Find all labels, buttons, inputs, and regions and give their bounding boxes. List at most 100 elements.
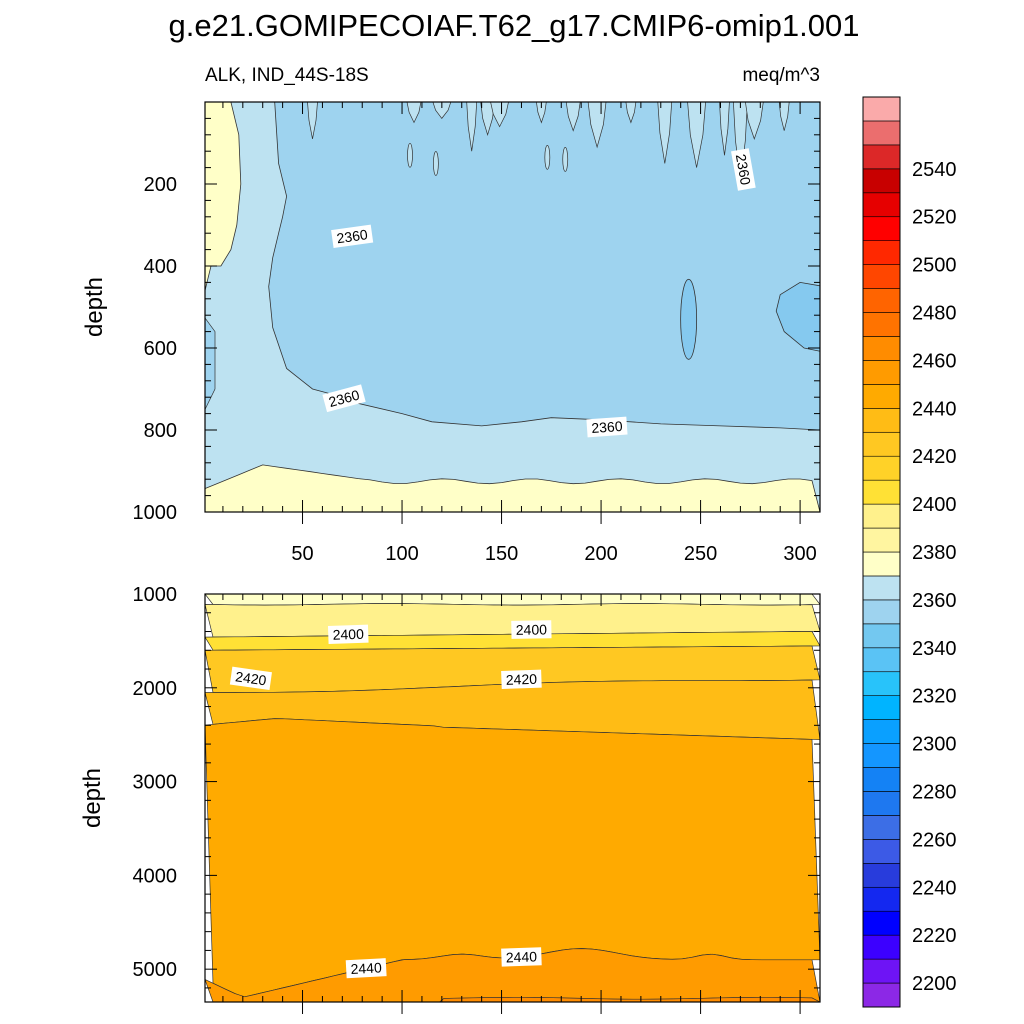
- upper-intrusion: [432, 102, 452, 119]
- colorbar-tick-label: 2460: [912, 350, 957, 372]
- upper-west-sliver: [205, 317, 216, 411]
- lower-ytick-label: 3000: [133, 772, 178, 794]
- upper-intrusion: [625, 102, 637, 124]
- lower-contour-label-text: 2440: [506, 948, 538, 965]
- colorbar-swatch: [862, 695, 901, 720]
- upper-speck: [433, 151, 439, 176]
- lower-contour-label-bg: [345, 958, 387, 979]
- colorbar-swatch: [862, 719, 901, 744]
- colorbar-swatch: [862, 479, 901, 505]
- figure-title: g.e21.GOMIPECOIAF.T62_g17.CMIP6-omip1.00…: [169, 8, 860, 43]
- lower-fill: [205, 594, 820, 1002]
- lower-contour-label-text: 2440: [350, 959, 382, 977]
- lower-band-2380: [205, 594, 820, 606]
- colorbar-swatch: [862, 982, 901, 1008]
- colorbar-swatch: [862, 815, 901, 840]
- colorbar-swatch: [862, 551, 901, 577]
- lower-contour-label-text: 2400: [332, 626, 364, 643]
- colorbar-frame: [862, 96, 901, 1008]
- upper-ytick-label: 200: [144, 174, 177, 196]
- upper-contour-label-bg: [331, 224, 374, 249]
- upper-speck: [407, 142, 413, 168]
- lower-contour-label-text: 2420: [234, 668, 267, 688]
- colorbar-tick-label: 2480: [912, 303, 957, 325]
- colorbar-swatch: [862, 958, 901, 984]
- lower-band-2450: [212, 996, 820, 1002]
- lower-contour-label-bg: [501, 947, 542, 967]
- upper-xtick-label: 100: [385, 543, 418, 565]
- lower-contour-label: 2420: [501, 669, 542, 689]
- upper-intrusion: [307, 102, 318, 139]
- colorbar-tick-label: 2540: [912, 159, 957, 181]
- colorbar-tick-label: 2360: [912, 590, 957, 612]
- upper-panel: 200 400 600 800 1000 50 100 150 200 250 300 depth 23…: [81, 101, 821, 565]
- colorbar-swatch: [862, 144, 901, 170]
- upper-intrusion: [536, 102, 547, 124]
- upper-intrusion: [687, 102, 706, 168]
- lower-ytick-label: 4000: [133, 865, 178, 887]
- upper-intrusion: [745, 102, 764, 140]
- upper-contour-label: 2360: [731, 148, 756, 191]
- upper-pocket-2340: [680, 278, 698, 360]
- upper-pocket-2340: [775, 281, 820, 352]
- upper-xtick-label: 50: [291, 543, 313, 565]
- colorbar-swatch: [862, 886, 901, 912]
- colorbar-swatch: [862, 408, 901, 433]
- lower-contour-label-bg: [229, 666, 272, 691]
- upper-contour-label-bg: [731, 148, 756, 191]
- colorbar-swatch: [862, 839, 901, 864]
- colorbar-swatch: [862, 767, 901, 792]
- colorbar-swatch: [862, 623, 901, 649]
- left-subtitle: ALK, IND_44S-18S: [205, 65, 369, 86]
- upper-contour-label-bg: [322, 384, 366, 413]
- lower-panel: 1000 2000 3000 4000 5000 depth 2400 2400 2420 242…: [79, 584, 821, 1014]
- lower-contour-label: 2420: [229, 666, 272, 691]
- colorbar-swatch: [862, 743, 901, 768]
- upper-contour-label: 2360: [322, 384, 366, 413]
- upper-intrusion: [778, 102, 790, 131]
- colorbar-swatch: [862, 312, 901, 337]
- colorbar-swatch: [862, 264, 901, 289]
- lower-ytick-label: 5000: [133, 959, 178, 981]
- lower-ylabel: depth: [79, 768, 106, 828]
- colorbar-swatch: [862, 791, 901, 816]
- colorbar-swatch: [862, 863, 901, 888]
- colorbar-swatch: [862, 503, 901, 529]
- lower-contour-label-text: 2400: [516, 621, 548, 638]
- colorbar-tick-label: 2400: [912, 494, 957, 516]
- lower-frame: [204, 593, 821, 1003]
- upper-contour-label-text: 2360: [591, 418, 623, 436]
- colorbar-swatch: [862, 934, 901, 960]
- colorbar-swatch: [862, 96, 901, 122]
- lower-contour-label-bg: [501, 669, 542, 689]
- upper-ytick-label: 1000: [133, 502, 178, 524]
- colorbar-tick-label: 2260: [912, 829, 957, 851]
- colorbar: 2200 2220 2240 2260 2280 2300 2320 2340 2360 2380…: [862, 96, 957, 1008]
- upper-xtick-label: 250: [684, 543, 717, 565]
- colorbar-swatch: [862, 575, 901, 601]
- upper-ytick-label: 400: [144, 256, 177, 278]
- upper-intrusion: [565, 102, 581, 132]
- upper-xtick-label: 200: [584, 543, 617, 565]
- upper-ytick-label: 600: [144, 338, 177, 360]
- upper-contour-label: 2360: [331, 224, 374, 249]
- upper-xtick-label: 150: [485, 543, 518, 565]
- upper-frame: [204, 101, 821, 513]
- colorbar-tick-label: 2240: [912, 877, 957, 899]
- lower-contour-label: 2400: [327, 624, 369, 644]
- upper-bottom-2380: [205, 464, 820, 512]
- lower-contour-label-bg: [327, 624, 369, 644]
- lower-contour-label: 2440: [501, 947, 542, 967]
- lower-ytick-label: 1000: [133, 584, 178, 606]
- upper-contour-label-bg: [586, 416, 628, 438]
- upper-speck: [562, 147, 569, 172]
- colorbar-swatch: [862, 192, 901, 218]
- right-subtitle: meq/m^3: [742, 65, 820, 86]
- upper-ylabel: depth: [81, 277, 108, 337]
- colorbar-tick-label: 2340: [912, 638, 957, 660]
- colorbar-swatch: [862, 120, 901, 146]
- upper-west-2380: [205, 102, 242, 291]
- lower-contour-label: 2400: [511, 620, 552, 639]
- colorbar-swatch: [862, 240, 901, 265]
